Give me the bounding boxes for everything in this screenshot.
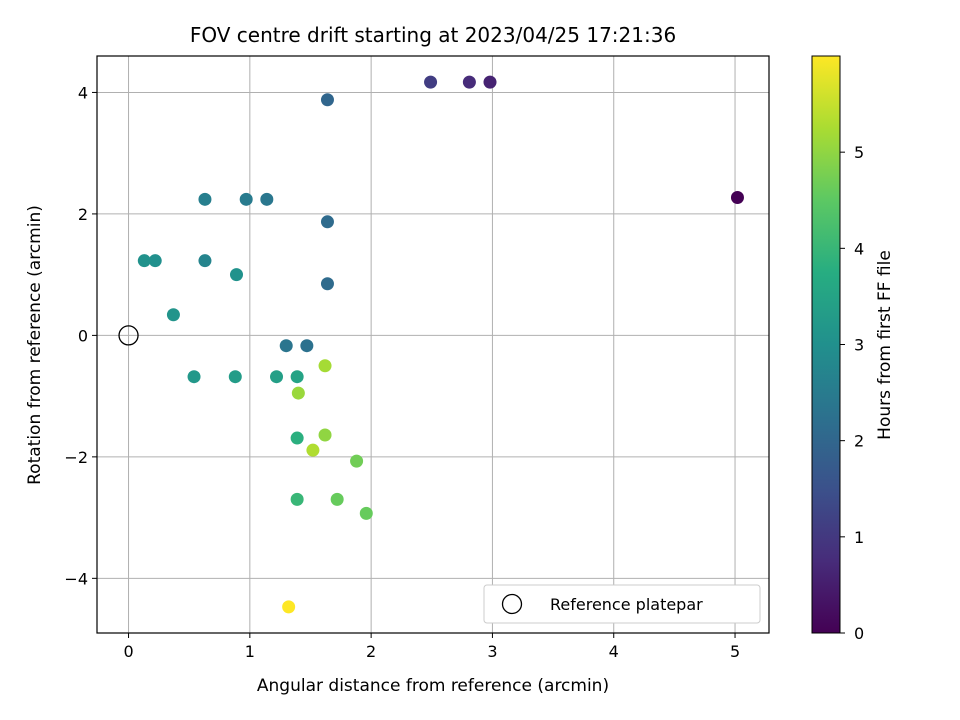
colorbar-label: Hours from first FF file [875,250,895,440]
x-tick-label-0: 0 [123,642,133,661]
x-tick-label-3: 3 [487,642,497,661]
y-axis-label: Rotation from reference (arcmin) [25,205,45,485]
data-point-15 [137,254,151,268]
data-point-11 [279,339,293,353]
data-point-10 [300,339,314,353]
y-tick-label-0: −4 [64,569,88,588]
data-point-28 [318,359,332,373]
data-point-29 [306,443,320,457]
data-point-14 [148,254,162,268]
data-points [137,75,744,614]
data-point-24 [359,506,373,520]
legend-box [483,584,761,624]
colorbar-tick-label-0: 0 [854,624,864,643]
data-point-17 [187,370,201,384]
colorbar-tick-label-4: 4 [854,239,864,258]
colorbar: 0 1 2 3 4 5 Hours from first FF file [811,55,895,643]
data-point-12 [198,254,212,268]
data-point-19 [270,370,284,384]
data-point-0 [730,191,744,205]
colorbar-ticks: 0 1 2 3 4 5 [840,143,864,643]
x-tick-label-2: 2 [366,642,376,661]
y-tick-label-3: 2 [78,205,88,224]
data-point-4 [320,93,334,107]
data-point-8 [198,192,212,206]
y-tick-label-4: 4 [78,83,88,102]
x-axis-label: Angular distance from reference (arcmin) [257,676,609,696]
x-tick-label-5: 5 [730,642,740,661]
colorbar-tick-label-1: 1 [854,528,864,547]
colorbar-gradient [811,55,841,634]
y-tick-label-2: 0 [78,326,88,345]
data-point-5 [320,215,334,229]
data-point-27 [291,386,305,400]
data-point-3 [424,75,438,89]
reference-marker-layer [118,325,139,346]
y-tick-label-1: −2 [64,448,88,467]
x-tick-label-4: 4 [609,642,619,661]
legend-marker-icon [501,593,523,615]
data-point-30 [282,600,296,614]
plot-frame [96,55,770,634]
legend-label: Reference platepar [550,595,703,614]
data-point-23 [330,492,344,506]
data-point-13 [229,268,243,282]
legend: Reference platepar [483,584,761,624]
data-point-16 [166,308,180,322]
data-point-7 [239,192,253,206]
chart-title: FOV centre drift starting at 2023/04/25 … [190,23,676,47]
x-axis-ticks: 0 1 2 3 4 5 [123,633,740,661]
y-axis-ticks: −4 −2 0 2 4 [64,83,97,588]
data-point-21 [290,431,304,445]
data-point-9 [320,277,334,291]
data-point-18 [228,370,242,384]
reference-point-marker [118,325,139,346]
data-point-20 [290,370,304,384]
data-point-1 [483,75,497,89]
x-tick-label-1: 1 [245,642,255,661]
data-point-25 [350,454,364,468]
colorbar-tick-label-2: 2 [854,432,864,451]
colorbar-tick-label-3: 3 [854,336,864,355]
data-point-26 [318,428,332,442]
data-point-22 [290,492,304,506]
colorbar-tick-label-5: 5 [854,143,864,162]
data-point-2 [462,75,476,89]
grid [97,56,769,633]
data-point-6 [260,192,274,206]
